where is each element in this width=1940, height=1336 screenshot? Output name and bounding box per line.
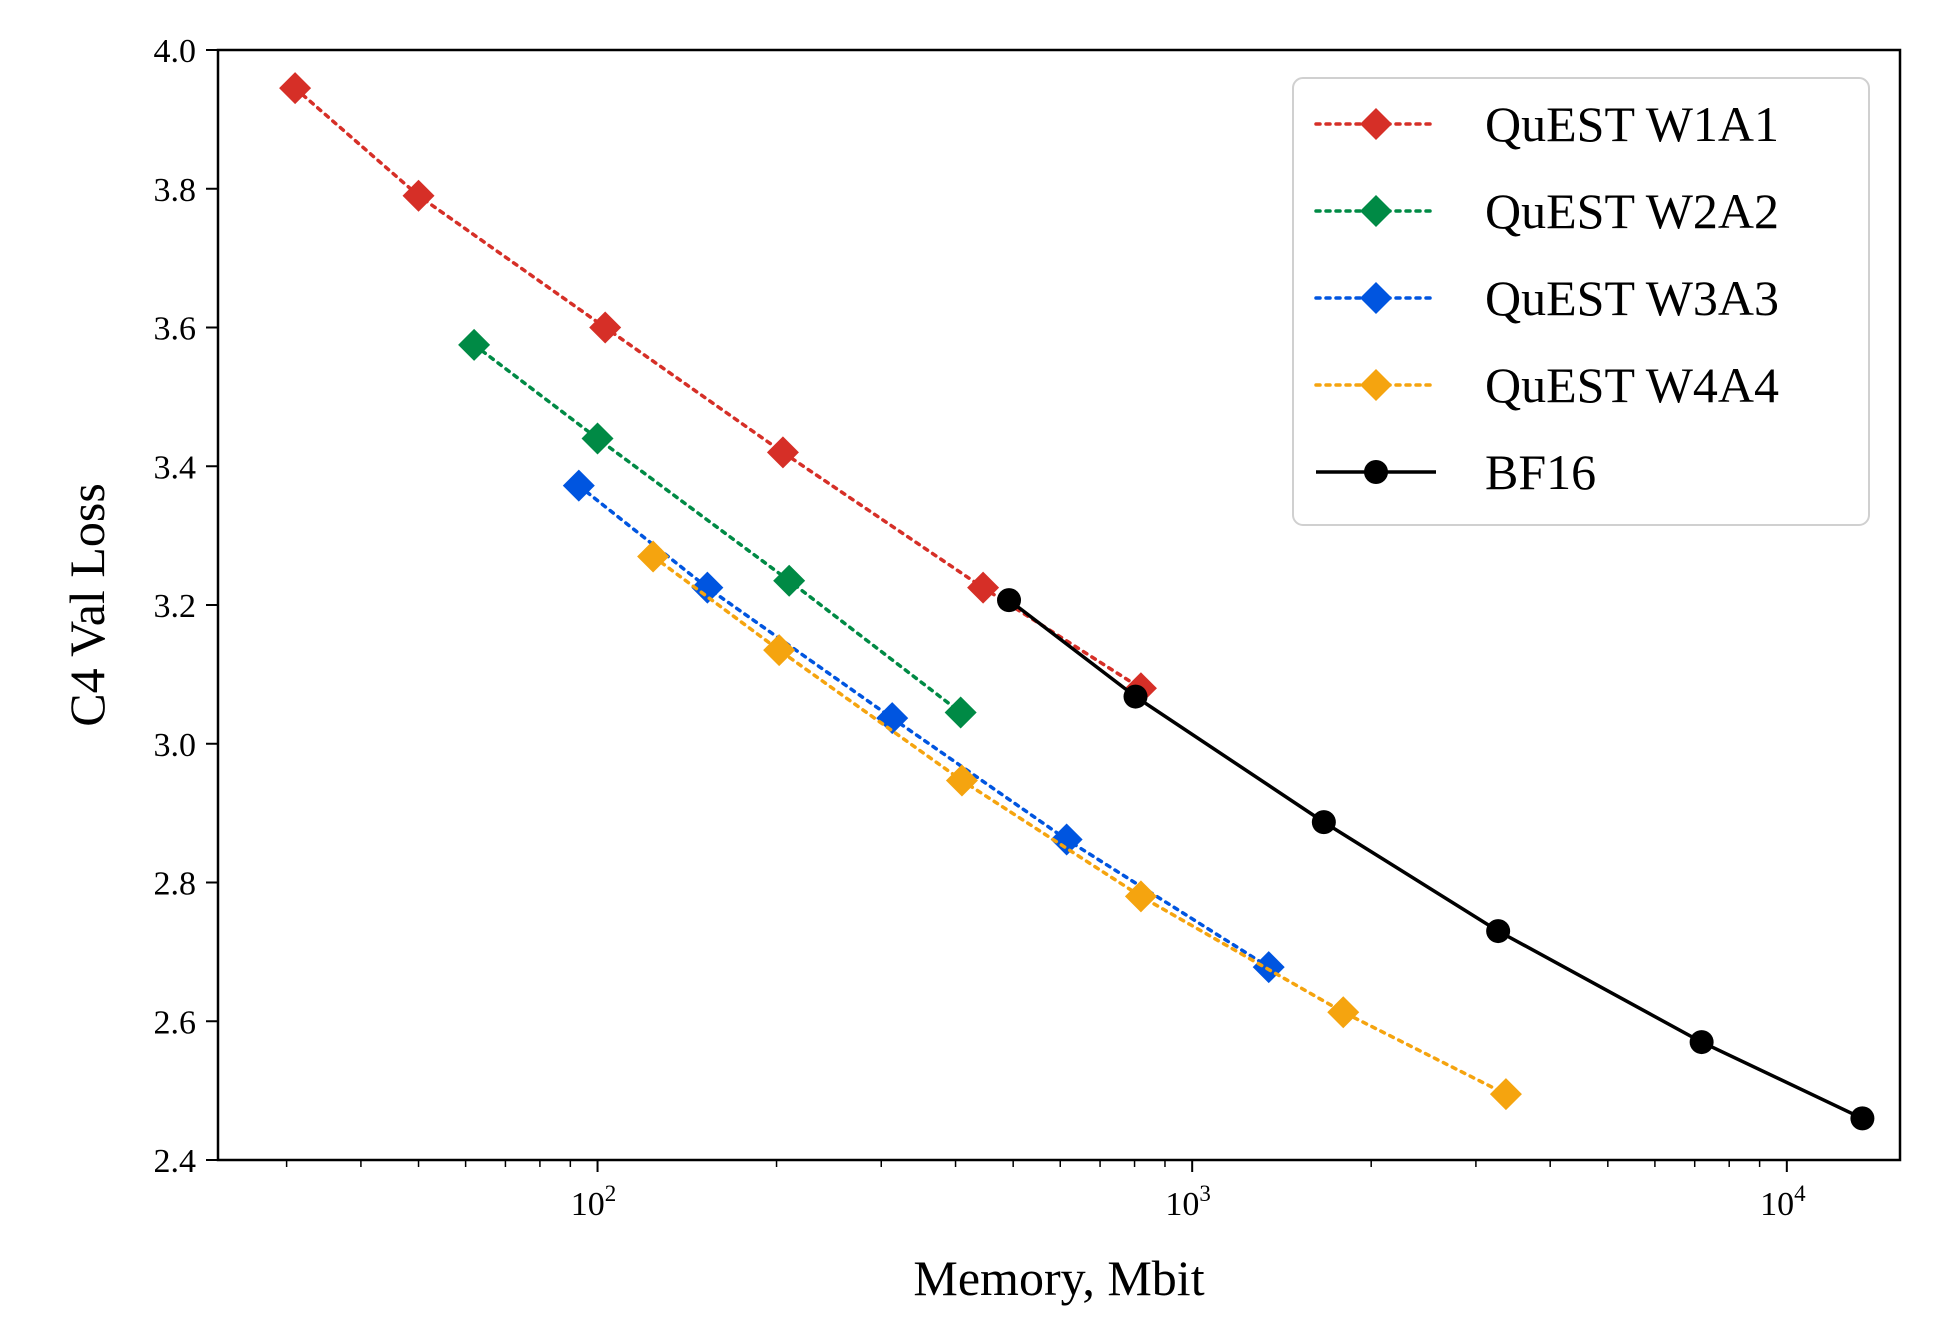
legend-box	[1292, 77, 1870, 526]
legend-item-quest-w2a2: QuEST W2A2	[1314, 183, 1779, 239]
legend-label: QuEST W1A1	[1485, 96, 1779, 152]
y-tick-label: 2.4	[154, 1143, 197, 1180]
series-quest-w2a2	[458, 328, 977, 729]
y-tick-label: 2.6	[154, 1004, 197, 1041]
data-point	[1252, 951, 1285, 984]
legend-marker	[1360, 369, 1392, 401]
data-point	[581, 422, 614, 455]
legend-item-bf16: BF16	[1316, 444, 1596, 500]
y-tick-label: 3.6	[154, 311, 197, 348]
y-axis-title: C4 Val Loss	[59, 483, 115, 727]
data-point	[945, 764, 978, 797]
data-point	[1689, 1030, 1714, 1055]
data-point	[967, 571, 1000, 604]
series-line-bf16	[1007, 598, 1864, 1120]
y-tick-label: 2.8	[154, 866, 197, 903]
legend-marker	[1360, 108, 1392, 140]
series-line-quest-w2a2	[472, 343, 963, 715]
legend-item-quest-w3a3: QuEST W3A3	[1314, 270, 1779, 326]
data-point	[1124, 880, 1157, 913]
data-point	[1050, 823, 1083, 856]
data-point	[1123, 684, 1148, 709]
series-bf16	[997, 588, 1875, 1131]
data-point	[691, 571, 724, 604]
data-point	[1486, 919, 1511, 944]
legend-item-quest-w1a1: QuEST W1A1	[1314, 96, 1779, 152]
data-point	[1850, 1106, 1875, 1131]
legend-label: BF16	[1485, 444, 1596, 500]
series-quest-w4a4	[637, 540, 1522, 1111]
series-line-quest-w3a3	[577, 483, 1271, 969]
legend-label: QuEST W4A4	[1485, 357, 1779, 413]
data-point	[1327, 996, 1360, 1029]
data-point	[1311, 810, 1336, 835]
data-point	[773, 564, 806, 597]
data-point	[1489, 1078, 1522, 1111]
axis-ticks: 2.4 2.6 2.8 3.0 3.2 3.4 3.6 3.8 4.0 102 103 104	[154, 33, 1807, 1223]
legend-marker	[1360, 282, 1392, 314]
y-tick-label: 3.4	[154, 449, 197, 486]
data-point	[876, 702, 909, 735]
x-tick-label: 102	[571, 1181, 617, 1223]
legend-item-quest-w4a4: QuEST W4A4	[1314, 357, 1779, 413]
data-point	[562, 469, 595, 502]
y-tick-label: 4.0	[154, 33, 197, 70]
series-line-quest-w4a4	[651, 554, 1508, 1096]
y-tick-label: 3.8	[154, 172, 197, 209]
data-point	[944, 696, 977, 729]
data-point	[637, 540, 670, 573]
data-point	[589, 311, 622, 344]
x-tick-label: 103	[1165, 1181, 1211, 1223]
x-axis-title: Memory, Mbit	[913, 1250, 1204, 1306]
data-point	[279, 72, 312, 105]
legend: QuEST W1A1 QuEST W2A2 QuEST W3A3 QuEST W4A4…	[1292, 77, 1870, 526]
y-tick-label: 3.2	[154, 588, 197, 625]
data-point	[997, 588, 1022, 613]
legend-label: QuEST W2A2	[1485, 183, 1779, 239]
legend-label: QuEST W3A3	[1485, 270, 1779, 326]
y-tick-label: 3.0	[154, 727, 197, 764]
data-point	[766, 436, 799, 469]
x-tick-label: 104	[1760, 1181, 1806, 1223]
series-layer	[279, 72, 1875, 1131]
data-point	[458, 328, 491, 361]
legend-marker	[1364, 460, 1388, 484]
data-point	[763, 634, 796, 667]
series-quest-w1a1	[279, 72, 1157, 705]
data-point	[402, 179, 435, 212]
legend-marker	[1360, 195, 1392, 227]
